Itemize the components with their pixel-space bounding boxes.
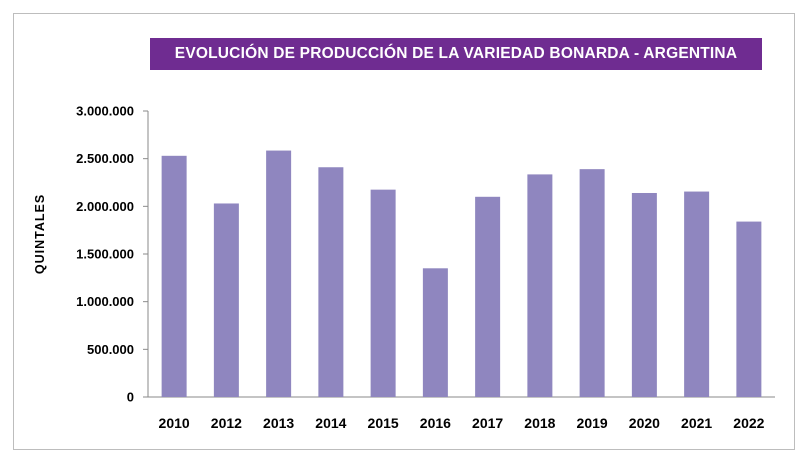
bar-2010: [161, 155, 187, 397]
bar-2020: [631, 192, 657, 397]
y-tick-label: 1.500.000: [76, 247, 134, 262]
y-tick-label: 500.000: [87, 342, 134, 357]
bar-2013: [266, 150, 292, 397]
x-tick-label: 2020: [629, 415, 660, 431]
x-tick-label: 2012: [211, 415, 242, 431]
chart-title: EVOLUCIÓN DE PRODUCCIÓN DE LA VARIEDAD B…: [150, 38, 762, 70]
y-tick-label: 0: [127, 390, 134, 405]
x-tick-label: 2013: [263, 415, 294, 431]
bar-2021: [684, 191, 710, 397]
x-tick-label: 2010: [159, 415, 190, 431]
x-tick-label: 2017: [472, 415, 503, 431]
x-tick-label: 2014: [315, 415, 346, 431]
bar-2017: [475, 196, 501, 397]
x-tick-label: 2022: [733, 415, 764, 431]
y-axis-label: QUINTALES: [33, 194, 47, 274]
bar-2018: [527, 174, 553, 397]
bar-2014: [318, 167, 344, 397]
x-tick-label: 2021: [681, 415, 712, 431]
y-tick-label: 2.000.000: [76, 199, 134, 214]
x-tick-label: 2018: [524, 415, 555, 431]
x-tick-label: 2016: [420, 415, 451, 431]
x-tick-label: 2019: [577, 415, 608, 431]
bar-2019: [579, 169, 605, 397]
bar-2012: [213, 203, 239, 397]
y-tick-label: 3.000.000: [76, 104, 134, 119]
bar-2022: [736, 221, 762, 397]
x-tick-label: 2015: [368, 415, 399, 431]
y-tick-label: 1.000.000: [76, 294, 134, 309]
bar-2015: [370, 189, 396, 397]
y-tick-label: 2.500.000: [76, 151, 134, 166]
chart-frame: [13, 13, 795, 450]
bar-2016: [422, 268, 448, 397]
